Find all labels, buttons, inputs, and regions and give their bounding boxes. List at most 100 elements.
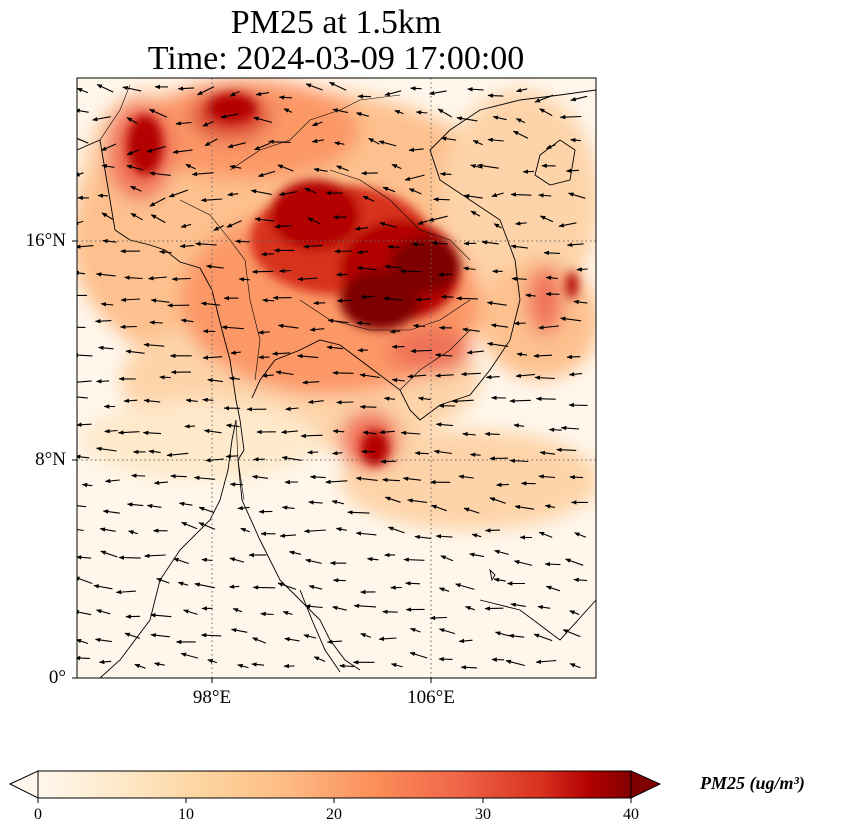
wind-arrow: [203, 428, 222, 434]
wind-arrow: [213, 225, 224, 231]
wind-arrow: [143, 398, 161, 404]
wind-arrow: [98, 345, 114, 351]
wind-arrow: [77, 352, 93, 358]
wind-arrow: [130, 212, 143, 221]
map-title-variable: PM25 at 1.5km: [230, 4, 442, 41]
wind-arrow: [515, 88, 528, 93]
wind-arrow: [335, 527, 347, 532]
wind-arrow: [329, 81, 347, 91]
wind-arrow: [548, 427, 562, 432]
wind-arrow: [309, 327, 325, 332]
wind-arrow: [275, 370, 294, 376]
wind-arrow: [303, 244, 323, 249]
wind-arrow: [331, 499, 345, 505]
wind-arrow: [566, 242, 584, 247]
wind-arrow: [384, 90, 402, 96]
wind-arrow: [513, 423, 525, 428]
wind-arrow: [254, 217, 275, 222]
wind-arrow: [280, 429, 298, 435]
wind-arrow: [410, 86, 422, 91]
lat-label-0: 0°: [48, 667, 66, 688]
wind-arrow: [153, 662, 165, 667]
wind-arrow: [487, 93, 504, 98]
wind-arrow: [394, 110, 404, 115]
wind-arrow: [159, 249, 172, 255]
wind-arrow: [494, 631, 510, 637]
wind-arrow: [435, 534, 453, 539]
wind-arrow: [142, 430, 162, 436]
wind-arrow: [77, 639, 89, 645]
wind-arrow: [493, 577, 506, 583]
wind-arrow: [525, 293, 536, 298]
wind-arrow: [539, 108, 553, 117]
wind-arrow: [439, 171, 452, 177]
colorbar-tick-0: 0: [34, 806, 42, 823]
wind-arrow: [124, 632, 140, 639]
wind-arrow: [438, 628, 456, 635]
wind-arrow: [171, 276, 191, 282]
wind-arrow: [429, 615, 448, 621]
wind-arrow: [202, 397, 214, 403]
wind-arrow: [81, 482, 93, 488]
wind-arrow: [148, 108, 168, 118]
wind-arrow: [362, 430, 377, 435]
wind-arrow: [510, 192, 532, 197]
wind-arrow: [200, 633, 222, 638]
wind-arrow: [147, 276, 167, 281]
wind-arrow: [434, 352, 453, 358]
wind-arrow: [462, 327, 480, 332]
wind-arrow: [282, 611, 293, 616]
wind-arrow: [200, 197, 223, 203]
wind-arrow: [484, 431, 500, 437]
wind-arrow: [415, 297, 432, 302]
wind-arrow: [191, 171, 214, 177]
wind-arrow: [196, 86, 215, 96]
wind-arrow: [175, 121, 192, 126]
wind-arrow: [126, 164, 143, 171]
wind-arrow: [195, 241, 217, 247]
wind-arrow: [281, 505, 295, 510]
wind-arrow: [297, 276, 318, 282]
wind-arrow: [180, 223, 192, 228]
wind-arrow: [387, 526, 405, 534]
wind-arrow: [305, 83, 323, 91]
wind-arrow: [149, 197, 166, 207]
wind-arrow: [303, 634, 317, 639]
wind-arrow: [433, 449, 452, 455]
wind-arrow: [225, 454, 239, 459]
wind-arrow: [77, 270, 86, 276]
wind-arrow: [347, 510, 370, 515]
wind-arrow: [400, 430, 421, 436]
wind-arrow: [77, 87, 89, 94]
colorbar: [8, 770, 662, 803]
wind-arrow: [487, 341, 509, 347]
wind-arrow: [198, 522, 216, 530]
wind-arrow: [511, 276, 527, 281]
wind-arrow: [476, 163, 499, 169]
wind-arrow: [255, 91, 270, 97]
wind-arrow: [311, 138, 324, 144]
wind-arrow: [544, 504, 556, 509]
wind-arrow: [227, 192, 239, 197]
wind-arrow: [288, 550, 302, 555]
wind-arrow: [417, 220, 428, 225]
wind-arrow: [356, 249, 369, 255]
wind-arrow: [356, 321, 371, 326]
wind-arrow: [460, 371, 481, 377]
wind-arrow: [332, 429, 345, 434]
wind-arrow: [410, 348, 432, 354]
wind-arrow: [437, 108, 452, 118]
wind-arrow: [251, 637, 267, 644]
wind-arrow: [309, 474, 326, 480]
wind-arrow: [326, 345, 343, 350]
wind-arrow: [207, 659, 218, 664]
wind-arrow: [300, 433, 323, 439]
colorbar-gradient: [37, 770, 632, 799]
wind-arrow: [407, 374, 427, 379]
wind-arrow: [391, 163, 402, 170]
wind-arrow: [560, 316, 582, 322]
wind-arrow: [200, 301, 221, 306]
wind-arrow: [95, 609, 111, 615]
wind-arrow: [77, 454, 90, 459]
wind-arrow: [409, 651, 428, 659]
